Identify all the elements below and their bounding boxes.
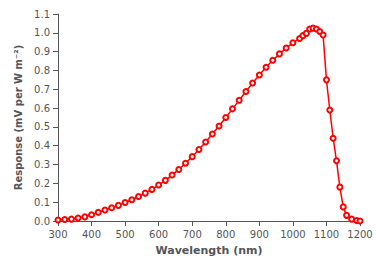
svg-text:300: 300 [48, 229, 67, 240]
svg-text:0.9: 0.9 [34, 46, 50, 57]
svg-text:400: 400 [82, 229, 101, 240]
svg-text:600: 600 [149, 229, 168, 240]
svg-text:0.7: 0.7 [34, 84, 50, 95]
svg-text:800: 800 [216, 229, 235, 240]
svg-text:Wavelength (nm): Wavelength (nm) [156, 244, 263, 257]
svg-text:1.0: 1.0 [34, 27, 50, 38]
svg-text:0.2: 0.2 [34, 178, 50, 189]
svg-text:0.6: 0.6 [34, 103, 50, 114]
svg-text:0.3: 0.3 [34, 159, 50, 170]
svg-text:900: 900 [250, 229, 269, 240]
svg-text:700: 700 [183, 229, 202, 240]
svg-text:0.1: 0.1 [34, 197, 50, 208]
svg-text:1100: 1100 [314, 229, 339, 240]
svg-text:0.0: 0.0 [34, 216, 50, 227]
svg-text:Response (mV per W m⁻²): Response (mV per W m⁻²) [13, 45, 24, 191]
svg-text:1000: 1000 [280, 229, 305, 240]
svg-text:1200: 1200 [347, 229, 372, 240]
svg-text:0.5: 0.5 [34, 121, 50, 132]
svg-text:1.1: 1.1 [34, 9, 50, 20]
svg-text:0.4: 0.4 [34, 140, 50, 151]
svg-text:500: 500 [116, 229, 135, 240]
svg-text:0.8: 0.8 [34, 65, 50, 76]
